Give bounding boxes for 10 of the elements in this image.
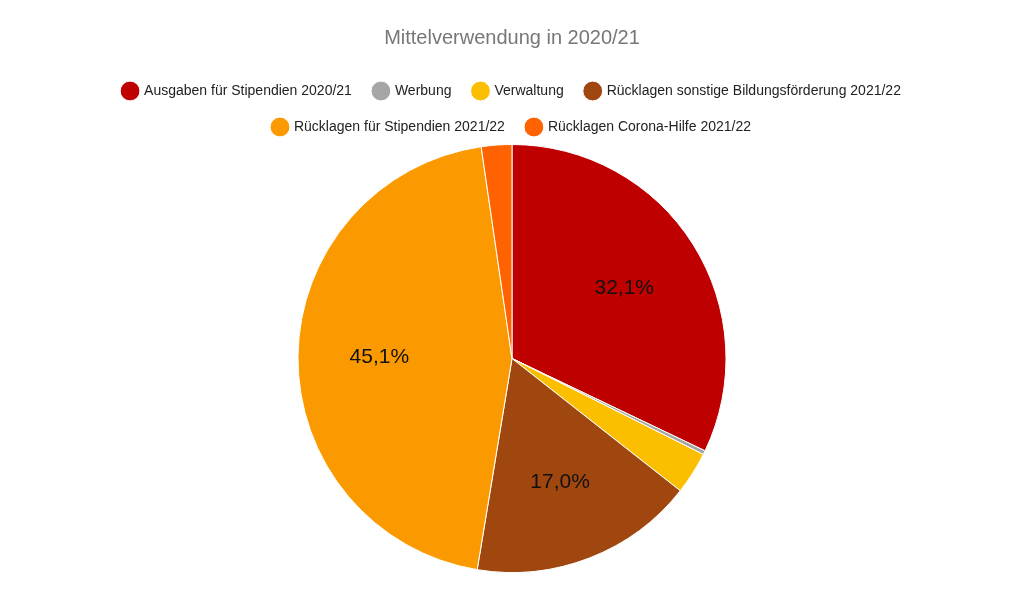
data-label: 17,0% <box>530 468 590 492</box>
legend-label: Werbung <box>394 81 452 98</box>
data-label: 32,1% <box>594 274 655 298</box>
legend-label: Rücklagen sonstige Bildungsförderung 2021/22 <box>606 81 902 98</box>
legend-label: Rücklagen für Stipendien 2021/22 <box>293 117 506 134</box>
chart-title: Mittelverwendung in 2020/21 <box>384 25 640 48</box>
legend-label: Verwaltung <box>494 81 564 98</box>
legend-label: Rücklagen Corona-Hilfe 2021/22 <box>547 117 752 134</box>
data-label: 45,1% <box>349 344 410 368</box>
legend-label: Ausgaben für Stipendien 2020/21 <box>144 81 353 98</box>
